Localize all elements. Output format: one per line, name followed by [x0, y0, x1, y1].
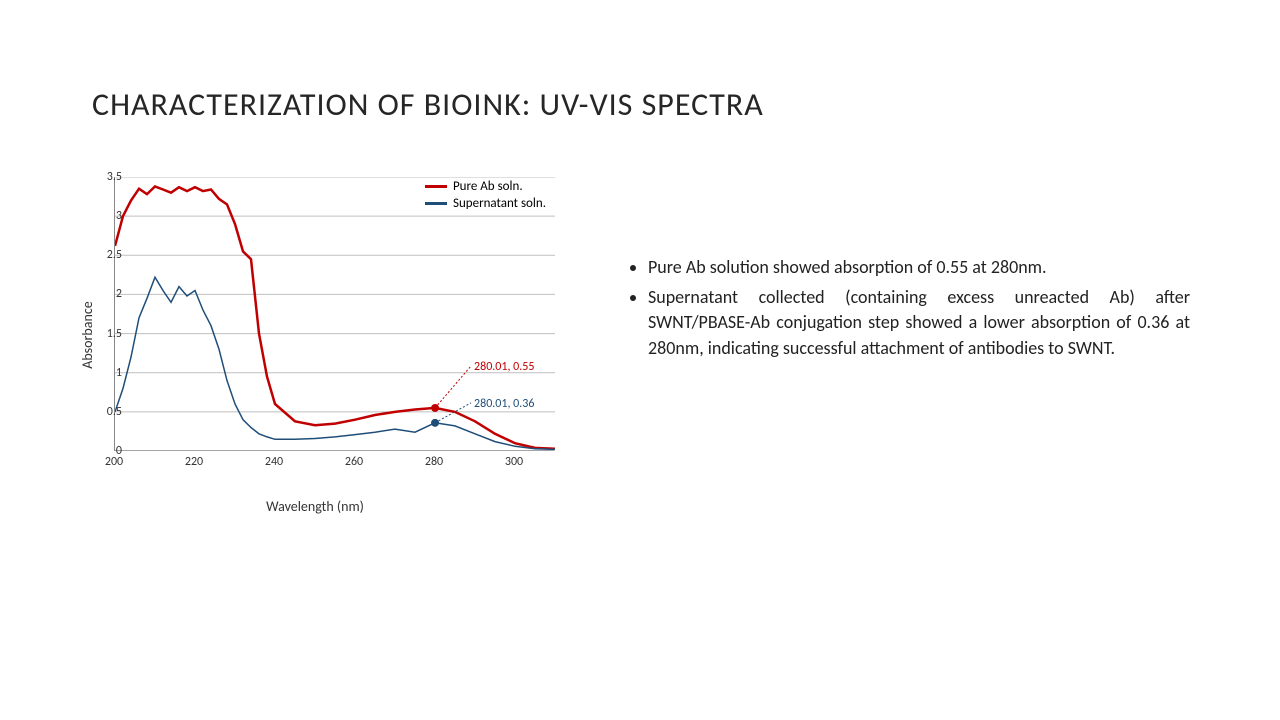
- x-tick: 280: [425, 455, 443, 469]
- bullet-item: Pure Ab solution showed absorption of 0.…: [648, 255, 1190, 281]
- x-axis-label: Wavelength (nm): [60, 498, 570, 515]
- callout-leader: [435, 403, 471, 423]
- legend-swatch: [425, 185, 447, 188]
- uv-vis-chart: Absorbance Wavelength (nm) Pure Ab soln.…: [60, 165, 570, 505]
- y-tick: 2: [116, 287, 122, 301]
- bullet-list: Pure Ab solution showed absorption of 0.…: [620, 255, 1190, 361]
- legend: Pure Ab soln. Supernatant soln.: [425, 179, 546, 213]
- bullet-item: Supernatant collected (containing excess…: [648, 285, 1190, 362]
- legend-label: Supernatant soln.: [453, 196, 546, 211]
- legend-item-pure-ab: Pure Ab soln.: [425, 179, 546, 194]
- x-tick: 220: [185, 455, 203, 469]
- callout-supernatant: 280.01, 0.36: [474, 397, 534, 411]
- legend-label: Pure Ab soln.: [453, 179, 523, 194]
- slide-title: CHARACTERIZATION OF BIOINK: UV-VIS SPECT…: [92, 85, 764, 124]
- y-tick: 1.5: [107, 327, 122, 341]
- callout-pure-ab: 280.01, 0.55: [474, 360, 534, 374]
- y-tick: 0.5: [107, 405, 122, 419]
- x-tick: 240: [265, 455, 283, 469]
- x-tick: 260: [345, 455, 363, 469]
- x-tick: 300: [505, 455, 523, 469]
- y-tick: 3: [116, 209, 122, 223]
- y-tick: 2.5: [107, 248, 122, 262]
- y-tick: 3.5: [107, 170, 122, 184]
- bullet-text: Pure Ab solution showed absorption of 0.…: [620, 255, 1190, 365]
- legend-swatch: [425, 202, 447, 205]
- x-tick: 200: [105, 455, 123, 469]
- slide: CHARACTERIZATION OF BIOINK: UV-VIS SPECT…: [0, 0, 1280, 720]
- callout-marker: [431, 404, 439, 412]
- legend-item-supernatant: Supernatant soln.: [425, 196, 546, 211]
- y-tick: 1: [116, 366, 122, 380]
- y-axis-label: Absorbance: [79, 301, 96, 368]
